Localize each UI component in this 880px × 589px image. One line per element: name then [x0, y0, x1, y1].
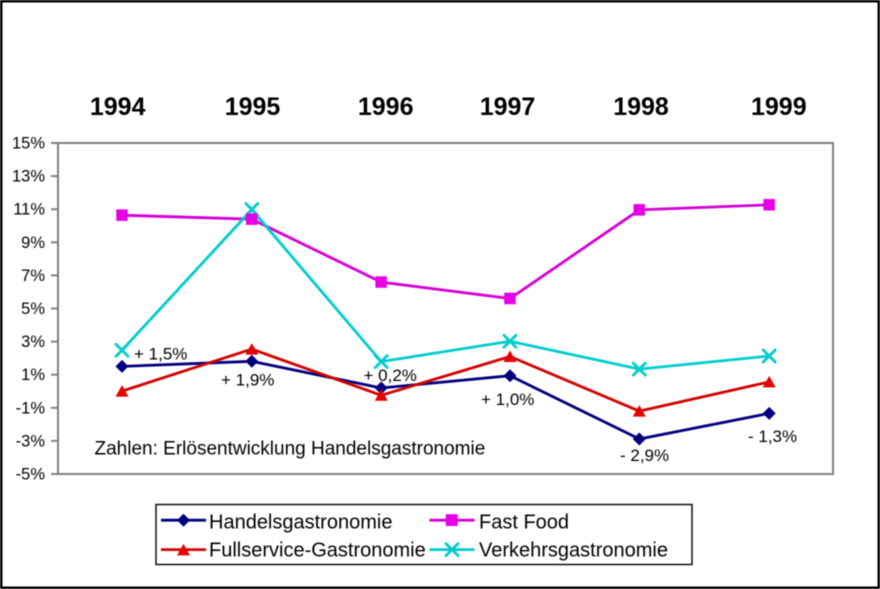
svg-text:-5%: -5% [16, 466, 46, 484]
svg-text:+ 1,0%: + 1,0% [481, 390, 534, 409]
svg-text:15%: 15% [12, 135, 45, 153]
svg-text:- 1,3%: - 1,3% [748, 427, 797, 446]
svg-text:Zahlen: Erlösentwicklung Hande: Zahlen: Erlösentwicklung Handelsgastrono… [95, 439, 486, 460]
svg-text:11%: 11% [13, 201, 45, 219]
svg-text:Fast Food: Fast Food [479, 512, 569, 534]
svg-text:Handelsgastronomie: Handelsgastronomie [209, 512, 392, 534]
svg-text:+ 1,5%: + 1,5% [134, 345, 187, 364]
svg-text:-3%: -3% [16, 432, 46, 450]
svg-text:1997: 1997 [480, 93, 536, 121]
svg-text:1995: 1995 [225, 93, 281, 121]
svg-text:-1%: -1% [16, 399, 46, 417]
svg-text:13%: 13% [12, 168, 45, 186]
svg-text:1998: 1998 [613, 93, 669, 121]
svg-text:Verkehrsgastronomie: Verkehrsgastronomie [479, 540, 668, 562]
svg-text:3%: 3% [21, 333, 45, 351]
svg-text:- 2,9%: - 2,9% [620, 446, 669, 465]
svg-text:1994: 1994 [90, 93, 146, 121]
svg-text:1%: 1% [21, 366, 45, 384]
svg-text:5%: 5% [21, 300, 45, 318]
svg-text:+ 0,2%: + 0,2% [364, 366, 417, 385]
svg-text:7%: 7% [21, 267, 45, 285]
svg-text:1996: 1996 [358, 93, 414, 121]
svg-text:1999: 1999 [751, 93, 807, 121]
svg-text:Fullservice-Gastronomie: Fullservice-Gastronomie [209, 540, 426, 562]
svg-text:9%: 9% [21, 234, 45, 252]
svg-text:+ 1,9%: + 1,9% [221, 371, 274, 390]
